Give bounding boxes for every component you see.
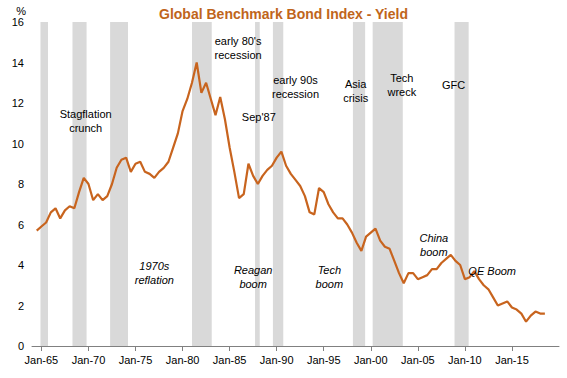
svg-text:recession: recession [215,49,262,61]
svg-text:Reagan: Reagan [234,264,273,276]
svg-text:QE Boom: QE Boom [468,265,516,277]
svg-text:12: 12 [12,97,24,109]
svg-text:crisis: crisis [343,92,369,104]
svg-text:reflation: reflation [135,274,174,286]
svg-text:Jan-05: Jan-05 [401,354,435,366]
svg-text:Jan-15: Jan-15 [495,354,529,366]
svg-text:10: 10 [12,138,24,150]
svg-text:Tech: Tech [318,264,341,276]
svg-text:14: 14 [12,57,24,69]
svg-text:Asia: Asia [345,78,367,90]
svg-text:recession: recession [272,88,319,100]
svg-text:boom: boom [239,278,267,290]
svg-text:1970s: 1970s [139,260,169,272]
svg-text:boom: boom [316,278,344,290]
svg-text:4: 4 [18,259,24,271]
svg-text:Tech: Tech [390,72,413,84]
svg-text:China: China [419,232,448,244]
svg-text:Jan-10: Jan-10 [448,354,482,366]
svg-text:Stagflation: Stagflation [60,108,112,120]
svg-text:16: 16 [12,16,24,28]
svg-text:early 90s: early 90s [273,74,318,86]
svg-text:early 80's: early 80's [215,35,262,47]
svg-text:Jan-90: Jan-90 [260,354,294,366]
svg-text:crunch: crunch [69,122,102,134]
svg-text:6: 6 [18,219,24,231]
svg-text:0: 0 [18,340,24,352]
svg-text:Jan-95: Jan-95 [307,354,341,366]
svg-text:8: 8 [18,178,24,190]
svg-text:Jan-70: Jan-70 [72,354,106,366]
svg-text:Sep'87: Sep'87 [242,111,276,123]
svg-text:Jan-00: Jan-00 [354,354,388,366]
svg-text:Global Benchmark Bond Index -: Global Benchmark Bond Index - Yield [159,6,408,22]
svg-text:boom: boom [420,246,448,258]
svg-text:Jan-75: Jan-75 [119,354,153,366]
svg-text:Jan-65: Jan-65 [25,354,59,366]
svg-text:Jan-85: Jan-85 [213,354,247,366]
svg-text:Jan-80: Jan-80 [166,354,200,366]
svg-text:GFC: GFC [442,79,465,91]
svg-text:wreck: wreck [386,86,416,98]
svg-text:2: 2 [18,300,24,312]
